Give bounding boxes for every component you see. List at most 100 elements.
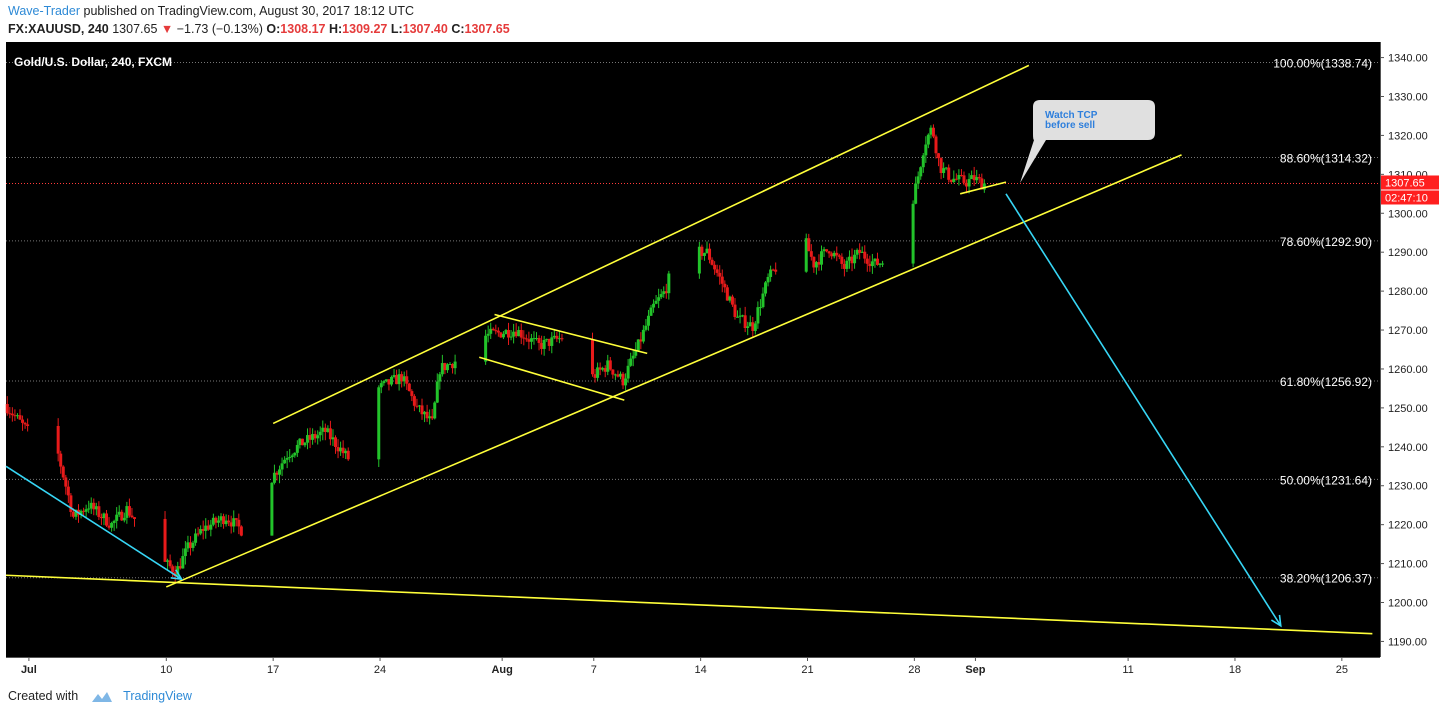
- candle-body: [82, 510, 86, 512]
- candle-body: [176, 566, 180, 577]
- candle-body: [845, 260, 849, 269]
- candle-body: [557, 338, 561, 340]
- candle-body: [814, 262, 818, 268]
- candle-body: [937, 153, 941, 159]
- candle-body: [204, 525, 208, 531]
- candle-body: [639, 339, 643, 342]
- candle-body: [298, 438, 302, 445]
- annotation-callout[interactable]: Watch TCP before sell: [1020, 100, 1155, 183]
- candle-body: [125, 506, 129, 518]
- candle-body: [634, 350, 638, 356]
- candle-body: [344, 450, 348, 454]
- candle-body: [377, 387, 381, 460]
- candle-body: [850, 256, 854, 264]
- plot-background: [6, 42, 1380, 657]
- down-arrow-right-head: [1270, 614, 1282, 628]
- candle-body: [519, 329, 523, 338]
- candle-body: [227, 520, 231, 523]
- candle-body: [618, 373, 622, 377]
- candle-body: [87, 508, 91, 510]
- long-support-line: [5, 574, 1373, 635]
- price-tick-label: 1240.00: [1388, 442, 1428, 454]
- candle-body: [741, 315, 745, 317]
- candle-body: [926, 134, 930, 145]
- candle-body: [982, 183, 986, 190]
- candle-body: [326, 428, 330, 433]
- candle-body: [728, 296, 732, 301]
- candle-body: [336, 446, 340, 452]
- candle-body: [440, 363, 444, 375]
- price-axis: 1190.00 1200.00 1210.00 1220.00 1230.00 1240.…: [1380, 53, 1439, 648]
- candle-body: [659, 294, 663, 298]
- candle-body: [237, 519, 241, 527]
- candle-body: [929, 127, 933, 135]
- ohlc-line: FX:XAUUSD, 240 1307.65 ▼ −1.73 (−0.13%) …: [8, 22, 510, 36]
- candle-body: [764, 282, 768, 294]
- time-tick-label: 7: [591, 664, 597, 676]
- author-link[interactable]: Wave-Trader: [8, 4, 81, 18]
- fib-label: 78.60%(1292.90): [1280, 235, 1372, 249]
- candle-body: [733, 304, 737, 317]
- candle-body: [870, 261, 874, 267]
- close-label: C:: [451, 22, 465, 36]
- candle-body: [504, 330, 508, 335]
- candle-body: [542, 339, 546, 349]
- price-axis-background: [1380, 42, 1440, 682]
- candle-body: [272, 472, 276, 483]
- price-tick-label: 1300.00: [1388, 208, 1428, 220]
- candle-body: [115, 514, 119, 521]
- countdown-tag: [1381, 190, 1439, 205]
- drawings: [5, 64, 1373, 635]
- candle-body: [410, 391, 414, 397]
- candle-body: [303, 442, 307, 446]
- price-tick-label: 1280.00: [1388, 286, 1428, 298]
- candle-body: [229, 522, 233, 527]
- candle-body: [819, 251, 823, 265]
- tradingview-link[interactable]: TradingView: [123, 689, 192, 703]
- candle-body: [453, 361, 457, 369]
- candle-body: [804, 238, 808, 272]
- candle-body: [122, 517, 126, 521]
- candle-body: [774, 269, 778, 272]
- candle-body: [662, 291, 666, 295]
- candle-body: [94, 506, 98, 510]
- fib-label: 88.60%(1314.32): [1280, 152, 1372, 166]
- candle-body: [222, 516, 226, 525]
- candle-body: [194, 533, 198, 543]
- candle-body: [206, 525, 210, 530]
- candle-body: [807, 238, 811, 252]
- candle-body: [438, 374, 442, 382]
- candle-body: [407, 383, 411, 392]
- candle-body: [601, 368, 605, 370]
- small-support-line: [959, 181, 1007, 195]
- candle-body: [509, 336, 513, 338]
- candle-body: [868, 263, 872, 267]
- candle-body: [392, 375, 396, 377]
- time-tick-label: 14: [695, 664, 707, 676]
- candle-body: [188, 542, 192, 548]
- candle-body: [288, 456, 292, 458]
- price-chart[interactable]: 100.00%(1338.74) 88.60%(1314.32) 78.60%(12…: [0, 42, 1440, 682]
- candle-body: [26, 424, 30, 426]
- candle-body: [878, 263, 882, 265]
- candle-body: [532, 338, 536, 340]
- channel-lower-line: [165, 154, 1182, 588]
- candle-body: [822, 249, 826, 252]
- price-tick-label: 1260.00: [1388, 364, 1428, 376]
- candle-body: [713, 264, 717, 270]
- candle-body: [183, 548, 187, 557]
- candle-body: [489, 328, 493, 334]
- candle-body: [400, 374, 404, 382]
- down-arrow-right: [1005, 193, 1282, 627]
- last-price-tag-label: 1307.65: [1385, 177, 1425, 189]
- candle-body: [947, 167, 951, 180]
- candle-body: [959, 174, 963, 176]
- close-value: 1307.65: [464, 22, 510, 36]
- candle-body: [445, 364, 449, 371]
- candle-body: [853, 254, 857, 264]
- candle-body: [171, 566, 175, 573]
- candle-body: [944, 167, 948, 169]
- candle-body: [855, 249, 859, 255]
- candle-body: [92, 502, 96, 510]
- candle-body: [130, 515, 134, 518]
